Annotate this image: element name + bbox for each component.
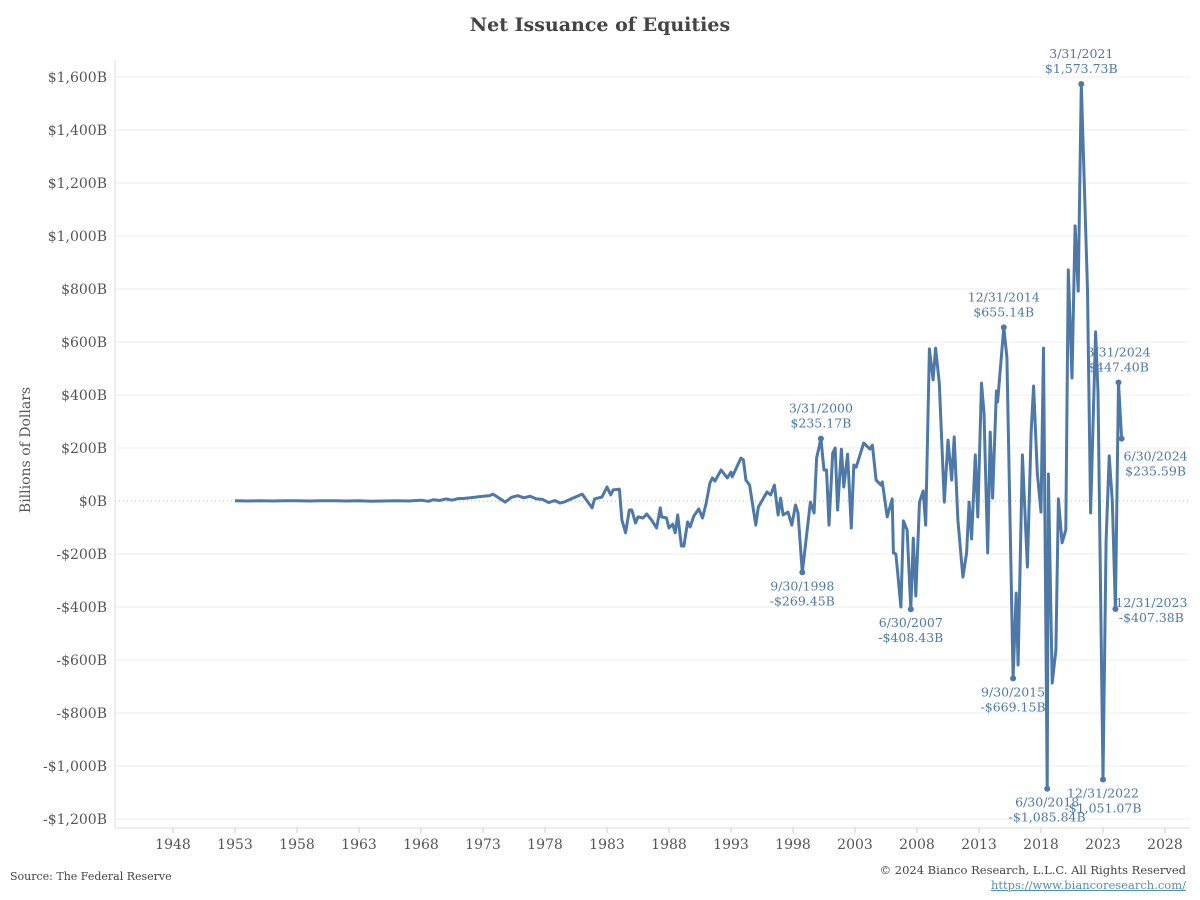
annotation-point — [1000, 324, 1007, 331]
annotation-date: 3/31/2000 — [789, 401, 853, 416]
x-tick-label: 1978 — [527, 837, 563, 853]
y-tick-label: -$600B — [56, 653, 107, 669]
y-tick-label: -$400B — [56, 600, 107, 616]
annotation-date: 3/31/2024 — [1086, 344, 1150, 359]
annotation-point — [1115, 379, 1122, 386]
x-tick-label: 1988 — [651, 837, 687, 853]
annotation-value: $235.59B — [1125, 464, 1186, 479]
y-tick-label: $1,200B — [48, 176, 107, 192]
annotation-date: 6/30/2018 — [1015, 795, 1079, 810]
y-tick-label: $600B — [61, 335, 107, 351]
annotation-value: -$1,085.84B — [1009, 810, 1086, 825]
x-tick-label: 2003 — [837, 837, 873, 853]
annotation-value: $1,573.73B — [1045, 61, 1118, 76]
annotation-point — [799, 569, 806, 576]
website-link[interactable]: https://www.biancoresearch.com/ — [990, 878, 1186, 892]
y-tick-label: $1,000B — [48, 229, 107, 245]
x-tick-label: 1968 — [403, 837, 439, 853]
annotation-point — [1118, 435, 1125, 442]
y-tick-label: $200B — [61, 441, 107, 457]
x-tick-label: 2013 — [961, 837, 997, 853]
x-tick-label: 2018 — [1023, 837, 1059, 853]
annotation-date: 12/31/2014 — [968, 289, 1040, 304]
x-tick-label: 1953 — [217, 837, 253, 853]
annotation-point — [1010, 675, 1017, 682]
annotation-value: $447.40B — [1088, 359, 1149, 374]
x-tick-label: 2023 — [1085, 837, 1121, 853]
y-tick-label: -$800B — [56, 706, 107, 722]
x-tick-label: 1973 — [465, 837, 501, 853]
annotation-date: 9/30/2015 — [981, 684, 1045, 699]
x-tick-label: 1948 — [155, 837, 191, 853]
annotation-date: 12/31/2023 — [1115, 595, 1187, 610]
y-tick-label: $0B — [79, 494, 107, 510]
y-tick-label: -$1,000B — [43, 759, 107, 775]
x-tick-label: 1963 — [341, 837, 377, 853]
y-tick-label: $800B — [61, 282, 107, 298]
x-tick-label: 2008 — [899, 837, 935, 853]
y-tick-label: $1,600B — [48, 70, 107, 86]
series-line — [234, 82, 1124, 791]
annotation-value: -$407.38B — [1119, 610, 1184, 625]
annotation-point — [907, 606, 914, 613]
annotation-point — [1044, 785, 1051, 792]
x-tick-label: 1958 — [279, 837, 315, 853]
y-tick-label: -$200B — [56, 547, 107, 563]
annotation-value: -$269.45B — [770, 593, 835, 608]
annotation-point — [1100, 776, 1106, 783]
annotation-point — [1112, 605, 1119, 612]
annotation-date: 3/31/2021 — [1049, 46, 1113, 61]
annotation-value: -$408.43B — [878, 630, 943, 645]
chart-title: Net Issuance of Equities — [469, 14, 731, 36]
x-tick-label: 1998 — [775, 837, 811, 853]
annotation-value: -$669.15B — [981, 699, 1046, 714]
source-note: Source: The Federal Reserve — [10, 870, 172, 883]
annotation-date: 6/30/2024 — [1124, 449, 1188, 464]
annotation-date: 12/31/2022 — [1067, 786, 1139, 801]
annotation-date: 6/30/2007 — [879, 615, 943, 630]
x-tick-label: 2028 — [1147, 837, 1183, 853]
copyright-note: © 2024 Bianco Research, L.L.C. All Right… — [879, 863, 1186, 877]
y-tick-label: $1,400B — [48, 123, 107, 139]
y-tick-label: -$1,200B — [43, 812, 107, 828]
x-tick-label: 1983 — [589, 837, 625, 853]
annotation-date: 9/30/1998 — [770, 578, 834, 593]
x-tick-label: 1993 — [713, 837, 749, 853]
annotation-value: $235.17B — [790, 416, 851, 431]
y-tick-label: $400B — [61, 388, 107, 404]
annotation-point — [817, 435, 824, 442]
annotation-value: -$1,051.07B — [1064, 801, 1141, 816]
annotation-value: $655.14B — [973, 304, 1034, 319]
annotation-point — [1078, 80, 1085, 87]
